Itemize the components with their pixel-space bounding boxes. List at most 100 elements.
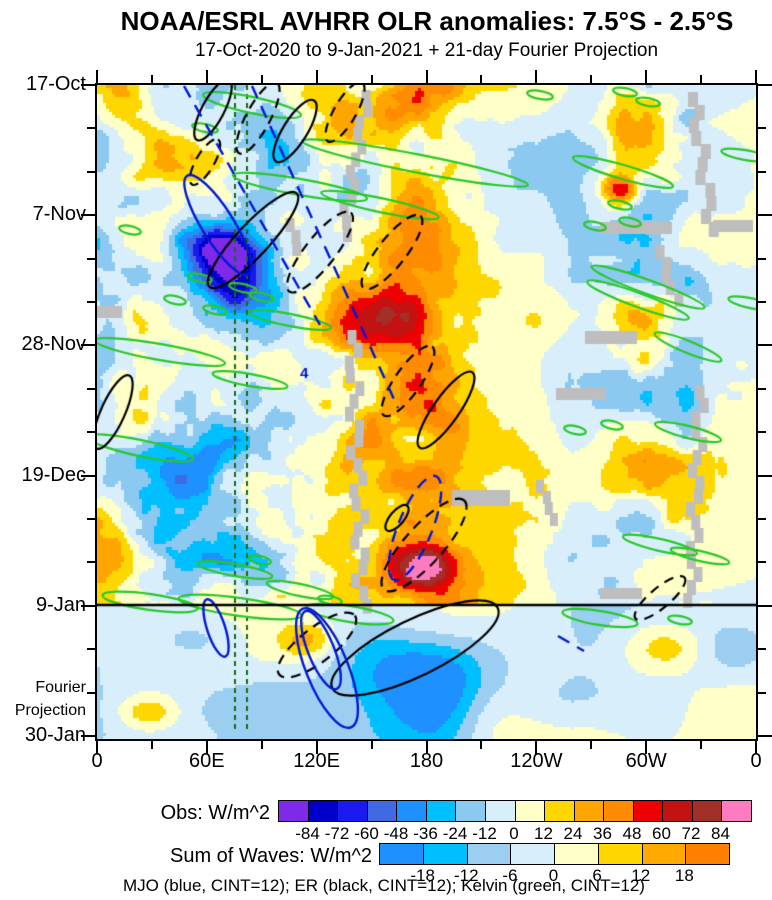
y-minor-tick-right [758, 518, 766, 520]
y-major-tick-right [758, 84, 772, 86]
y-major-tick [81, 735, 95, 737]
obs-colorbar-tick: -12 [472, 824, 497, 843]
obs-colorbar-tick: -48 [383, 824, 409, 843]
y-tick-label: 17-Oct [25, 73, 86, 95]
obs-colorbar-cell [722, 801, 751, 821]
y-minor-tick [87, 170, 95, 173]
y-minor-tick-right [758, 648, 766, 651]
x-minor-tick-top [150, 75, 153, 83]
obs-colorbar-cell [604, 801, 634, 821]
obs-colorbar-cell [279, 801, 309, 821]
waves-colorbar-tick: 6 [592, 866, 602, 885]
y-minor-tick-right [758, 170, 766, 173]
x-major-tick-top [425, 70, 428, 83]
obs-colorbar-cell [485, 801, 516, 821]
y-minor-tick [87, 431, 95, 434]
obs-colorbar-tick: 84 [711, 824, 730, 843]
obs-colorbar-cell [426, 801, 457, 821]
x-major-tick-top [755, 70, 757, 83]
obs-colorbar-tick: -60 [354, 824, 379, 843]
y-minor-tick [87, 518, 95, 520]
x-minor-tick-top [700, 75, 703, 83]
fourier-region-label-line2: Projection [14, 702, 86, 719]
subtitle: 17-Oct-2020 to 9-Jan-2021 + 21-day Fouri… [194, 40, 659, 61]
y-minor-tick [87, 691, 95, 694]
obs-colorbar-tick: 24 [563, 824, 583, 843]
y-minor-tick [87, 648, 95, 651]
y-major-tick [81, 214, 95, 217]
x-tick-label: 120W [510, 750, 563, 772]
waves-colorbar-cell [642, 844, 687, 864]
obs-colorbar-cell [338, 801, 368, 821]
y-minor-tick-right [758, 387, 766, 390]
fourier-region-label-line1: Fourier [35, 679, 86, 696]
x-tick-label: 0 [750, 750, 762, 772]
y-minor-tick [87, 257, 95, 260]
waves-colorbar-tick: -12 [453, 866, 479, 885]
obs-colorbar-tick: 72 [681, 824, 701, 843]
x-tick-label: 0 [91, 750, 103, 772]
y-tick-label: 19-Dec [21, 463, 86, 486]
contour-caption: MJO (blue, CINT=12); ER (black, CINT=12)… [123, 876, 645, 895]
x-tick-label: 60W [625, 750, 667, 772]
y-tick-label: 30-Jan [24, 724, 86, 746]
obs-colorbar-tick: 0 [509, 824, 519, 843]
x-major-tick-top [96, 70, 98, 83]
obs-colorbar-cell [456, 801, 486, 821]
x-major-tick-top [535, 70, 538, 83]
x-major-tick [315, 741, 318, 754]
x-minor-tick [700, 741, 703, 749]
y-minor-tick-right [758, 691, 766, 694]
obs-colorbar-cell [308, 801, 339, 821]
y-major-tick [81, 604, 95, 607]
x-tick-label: 120E [293, 750, 341, 772]
x-major-tick [755, 741, 757, 754]
y-major-tick-right [758, 214, 772, 217]
plot-frame [95, 83, 758, 741]
y-minor-tick-right [758, 561, 766, 564]
obs-colorbar-cell [397, 801, 427, 821]
x-minor-tick [370, 741, 373, 749]
x-minor-tick [590, 741, 593, 749]
obs-colorbar-cell [663, 801, 693, 821]
obs-colorbar-cell [515, 801, 546, 821]
y-major-tick [81, 84, 95, 86]
hovmoller-field [97, 85, 756, 739]
x-major-tick-top [315, 70, 318, 83]
waves-colorbar [379, 843, 730, 865]
waves-colorbar-cell [467, 844, 512, 864]
x-minor-tick-top [480, 75, 483, 83]
obs-colorbar-tick: 12 [534, 824, 553, 843]
x-major-tick-top [645, 70, 648, 83]
waves-colorbar-tick: 12 [631, 866, 651, 885]
x-major-tick [425, 741, 428, 754]
x-tick-label: 60E [189, 750, 225, 772]
waves-colorbar-cell [686, 844, 729, 864]
obs-colorbar-tick: -24 [442, 824, 468, 843]
waves-colorbar-cell [511, 844, 555, 864]
y-major-tick-right [758, 604, 772, 607]
y-tick-label: 9-Jan [35, 593, 86, 616]
waves-colorbar-tick: 18 [674, 866, 694, 885]
waves-colorbar-tick: 0 [548, 866, 559, 885]
y-major-tick-right [758, 474, 772, 477]
x-major-tick [205, 741, 208, 754]
y-minor-tick [87, 387, 95, 390]
y-major-tick-right [758, 735, 772, 737]
y-minor-tick [87, 127, 95, 130]
waves-colorbar-tick: -18 [410, 866, 435, 885]
obs-colorbar-tick: -72 [324, 824, 350, 843]
x-major-tick [645, 741, 648, 754]
obs-colorbar-tick: -36 [413, 824, 438, 843]
x-major-tick [535, 741, 538, 754]
obs-colorbar-cell [633, 801, 664, 821]
waves-colorbar-cell [555, 844, 599, 864]
obs-colorbar-tick: -84 [295, 824, 320, 843]
obs-colorbar-tick: 60 [652, 824, 671, 843]
obs-colorbar-cell [692, 801, 723, 821]
x-minor-tick [260, 741, 263, 749]
obs-colorbar-tick: 48 [622, 824, 642, 843]
waves-colorbar-cell [598, 844, 643, 864]
waves-colorbar-cell [380, 844, 424, 864]
